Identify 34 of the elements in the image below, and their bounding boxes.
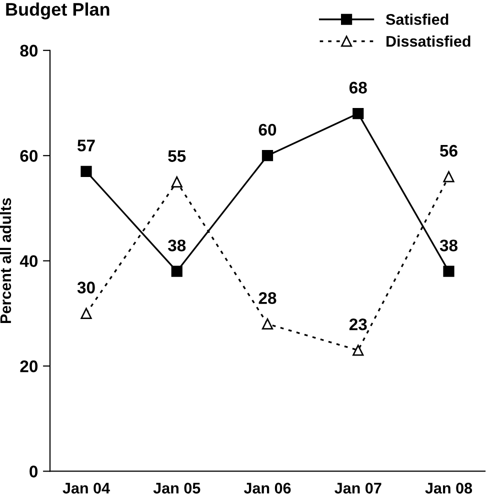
point	[80, 308, 92, 319]
data-label: 23	[349, 318, 367, 330]
y-axis-title: Percent all adults	[0, 198, 12, 324]
point	[171, 176, 182, 188]
y-tick-label: 60	[20, 150, 38, 162]
point	[262, 318, 274, 330]
data-label: 28	[258, 292, 276, 304]
chart-title: Budget Plan	[6, 2, 110, 20]
point	[80, 166, 92, 177]
data-label: 68	[349, 82, 367, 94]
x-tick-label: Jan 06	[244, 482, 291, 494]
point	[352, 344, 364, 356]
data-label: 55	[168, 150, 186, 162]
y-tick-label: 20	[20, 360, 38, 372]
y-tick-label: 40	[20, 255, 38, 268]
x-tick-label: Jan 04	[62, 482, 110, 494]
x-tick-label: Jan 07	[334, 482, 382, 494]
point	[171, 266, 182, 277]
point	[443, 171, 454, 182]
y-tick-label: 80	[20, 44, 38, 57]
data-label: 38	[168, 240, 186, 252]
legend-label: Dissatisfied	[386, 36, 470, 47]
data-label: 60	[258, 124, 276, 136]
data-label: 57	[77, 140, 95, 152]
data-label: 56	[440, 144, 458, 157]
data-label: 38	[440, 240, 458, 252]
x-tick-label: Jan 05	[153, 482, 200, 494]
legend-label: Satisfied	[386, 14, 448, 25]
y-tick-label: 0	[30, 466, 38, 478]
point	[262, 150, 274, 162]
point	[352, 108, 364, 120]
x-tick-label: Jan 08	[425, 482, 472, 494]
data-label: 30	[77, 282, 95, 294]
point	[443, 266, 454, 277]
